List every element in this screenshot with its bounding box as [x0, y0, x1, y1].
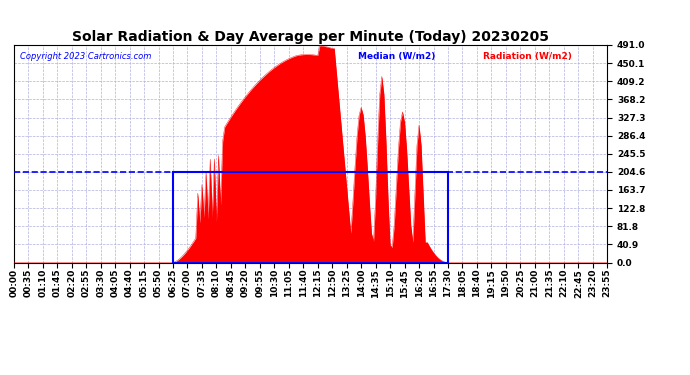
- Text: Median (W/m2): Median (W/m2): [358, 51, 435, 60]
- Bar: [173, 172, 448, 262]
- Title: Solar Radiation & Day Average per Minute (Today) 20230205: Solar Radiation & Day Average per Minute…: [72, 30, 549, 44]
- Text: Copyright 2023 Cartronics.com: Copyright 2023 Cartronics.com: [20, 51, 151, 60]
- Text: Radiation (W/m2): Radiation (W/m2): [482, 51, 571, 60]
